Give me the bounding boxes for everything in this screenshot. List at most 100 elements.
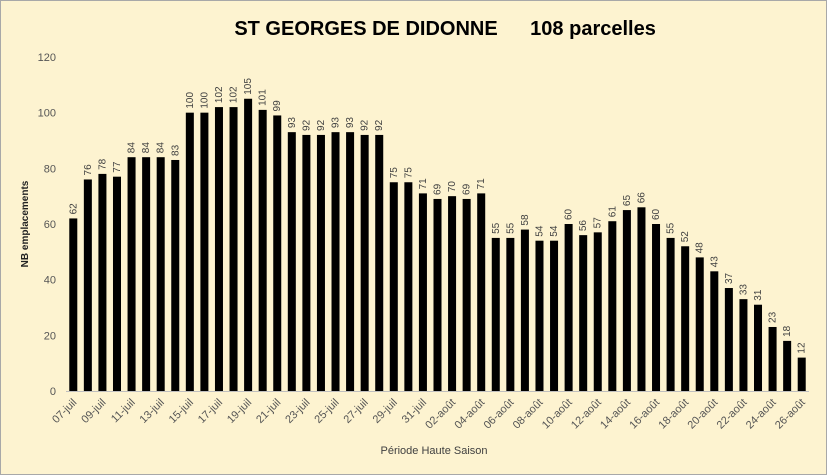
data-label: 43 — [709, 256, 720, 268]
x-tick-label: 23-juil — [283, 397, 312, 426]
x-tick-label: 16-août — [627, 397, 662, 432]
bar — [754, 304, 763, 391]
bar — [477, 193, 486, 391]
bar — [346, 132, 355, 391]
x-tick-label: 12-août — [569, 397, 604, 432]
data-label: 100 — [185, 92, 196, 109]
data-label: 93 — [345, 117, 356, 129]
data-label: 71 — [418, 178, 429, 190]
x-tick-label: 02-août — [423, 397, 458, 432]
data-label: 48 — [695, 242, 706, 254]
data-label: 101 — [258, 89, 269, 106]
data-label: 12 — [797, 342, 808, 354]
chart-subtitle: 108 parcelles — [530, 18, 656, 40]
bar — [258, 109, 267, 391]
bar — [666, 237, 675, 391]
data-label: 57 — [593, 217, 604, 229]
data-label: 37 — [724, 272, 735, 284]
x-tick-label: 26-août — [773, 397, 808, 432]
data-label: 69 — [433, 183, 444, 195]
data-label: 93 — [287, 117, 298, 129]
data-label: 92 — [360, 119, 371, 131]
data-label: 99 — [272, 100, 283, 112]
data-label: 83 — [170, 144, 181, 156]
data-label: 31 — [753, 289, 764, 301]
bar — [797, 357, 806, 391]
data-label: 69 — [462, 183, 473, 195]
bar — [127, 157, 136, 391]
data-label: 75 — [403, 167, 414, 179]
bar — [200, 112, 209, 392]
data-label: 84 — [141, 142, 152, 154]
bar — [142, 157, 151, 391]
data-label: 102 — [229, 86, 240, 103]
bar — [83, 179, 92, 391]
data-label: 92 — [374, 119, 385, 131]
x-axis-title: Période Haute Saison — [380, 445, 487, 457]
bar — [229, 107, 238, 391]
data-label: 102 — [214, 86, 225, 103]
bar — [608, 221, 617, 391]
bar — [564, 224, 573, 391]
bar — [535, 240, 544, 391]
x-tick-label: 13-juil — [138, 397, 167, 426]
data-label: 60 — [564, 208, 575, 220]
data-label: 76 — [83, 164, 94, 176]
x-tick-label: 24-août — [744, 397, 779, 432]
y-tick-label: 100 — [38, 108, 56, 120]
x-tick-label: 29-juil — [371, 397, 400, 426]
bar — [593, 232, 602, 391]
bar — [783, 340, 792, 391]
data-label: 61 — [607, 206, 618, 218]
bar — [273, 115, 282, 391]
bar — [724, 288, 733, 391]
x-tick-label: 18-août — [656, 397, 691, 432]
bar — [637, 207, 646, 391]
bar — [98, 173, 107, 391]
data-label: 105 — [243, 78, 254, 95]
bar — [302, 134, 311, 391]
x-tick-label: 07-juil — [50, 397, 79, 426]
data-label: 77 — [112, 161, 123, 173]
data-label: 75 — [389, 167, 400, 179]
bar — [69, 218, 78, 391]
bar — [768, 326, 777, 391]
chart-title: ST GEORGES DE DIDONNE — [234, 18, 497, 40]
bar — [360, 134, 369, 391]
x-tick-label: 06-août — [482, 397, 517, 432]
data-label: 66 — [636, 192, 647, 204]
data-label: 60 — [651, 208, 662, 220]
data-label: 54 — [534, 225, 545, 237]
x-tick-label: 09-juil — [79, 397, 108, 426]
bar — [681, 246, 690, 391]
bar — [506, 237, 515, 391]
bar — [389, 182, 398, 391]
bar — [652, 224, 661, 391]
data-label: 56 — [578, 220, 589, 232]
y-tick-label: 80 — [44, 163, 56, 175]
bar — [491, 237, 500, 391]
x-axis: 07-juil 09-juil 11-juil 13-juil 15-juil 17-ju… — [50, 397, 808, 432]
bar — [418, 193, 427, 391]
x-tick-label: 14-août — [598, 397, 633, 432]
bar — [462, 198, 471, 391]
data-label: 55 — [491, 222, 502, 234]
x-tick-label: 21-juil — [254, 397, 283, 426]
bar — [448, 196, 457, 391]
data-label: 92 — [301, 119, 312, 131]
bar — [156, 157, 165, 391]
bar — [710, 271, 719, 391]
x-tick-label: 17-juil — [196, 397, 225, 426]
data-label: 92 — [316, 119, 327, 131]
x-tick-label: 11-juil — [109, 397, 138, 426]
data-label: 84 — [127, 142, 138, 154]
data-label: 33 — [738, 284, 749, 296]
bar — [622, 210, 631, 391]
bar — [316, 134, 325, 391]
data-label: 55 — [505, 222, 516, 234]
bar — [739, 299, 748, 391]
bar — [214, 107, 223, 391]
y-tick-label: 120 — [38, 52, 56, 64]
